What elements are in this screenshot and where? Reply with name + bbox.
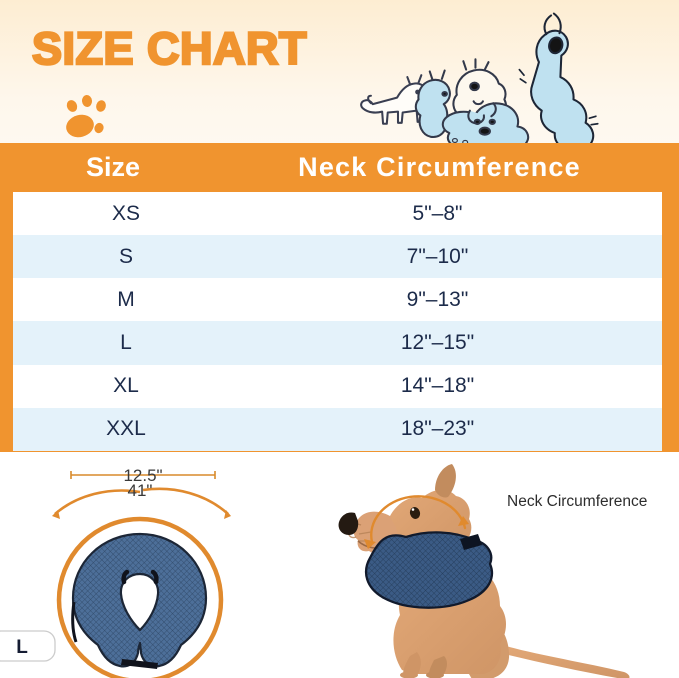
svg-text:Neck Circumference: Neck Circumference <box>507 493 647 510</box>
svg-text:41": 41" <box>128 481 153 500</box>
svg-text:L: L <box>16 637 28 658</box>
